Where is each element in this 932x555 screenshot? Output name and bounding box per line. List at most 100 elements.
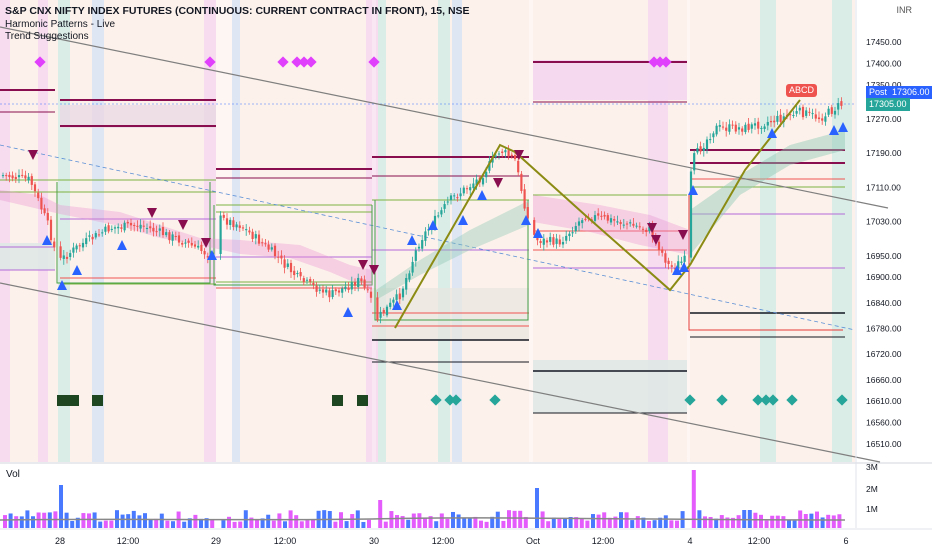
candle-body (107, 225, 110, 232)
candle-body (830, 107, 833, 114)
volume-bar (143, 513, 147, 528)
candle-body (558, 239, 561, 245)
candle-body (753, 123, 757, 126)
candle-body (763, 126, 766, 129)
volume-bar (518, 510, 523, 528)
buy-triangle (688, 185, 698, 195)
price-tick-label: 16720.00 (866, 349, 902, 359)
candle-body (222, 214, 225, 218)
candle-body (593, 215, 597, 221)
candle-body (155, 231, 158, 233)
bg-zone (438, 0, 450, 462)
candle-body (744, 124, 747, 133)
candle-body (433, 215, 437, 229)
candle-body (177, 235, 181, 243)
sell-triangle (514, 150, 524, 160)
time-tick-label: 12:00 (274, 536, 297, 546)
candle-body (321, 289, 325, 293)
candle-body (702, 147, 705, 151)
candle-body (469, 187, 472, 191)
candle-body (225, 218, 229, 225)
background-zones (0, 0, 855, 462)
candle-body (632, 223, 635, 226)
candle-body (638, 226, 641, 228)
volume-tick-label: 2M (866, 484, 878, 494)
volume-bar (507, 510, 511, 528)
teal-diamond (489, 394, 501, 406)
candle-body (187, 240, 190, 243)
candle-body (27, 176, 30, 181)
candle-body (136, 225, 139, 227)
volume-bar (8, 513, 13, 528)
volume-bar (344, 521, 349, 528)
candle-body (293, 270, 296, 276)
volume-bar (462, 517, 467, 528)
volume-bar (64, 512, 69, 528)
buy-triangle (533, 228, 543, 238)
volume-bar (557, 518, 562, 528)
candle-body (501, 151, 504, 153)
bg-zone (529, 0, 533, 462)
candle-body (661, 249, 664, 253)
candle-body (360, 278, 363, 282)
candle-body (46, 212, 49, 221)
signal-markers (28, 56, 848, 406)
time-tick-label: 12:00 (592, 536, 615, 546)
bg-zone (378, 0, 386, 462)
volume-bar (126, 514, 131, 528)
candle-body (206, 256, 209, 258)
volume-bar (70, 520, 75, 528)
candle-body (203, 250, 206, 255)
sell-triangle (678, 230, 688, 240)
candle-body (584, 218, 587, 220)
sell-triangle (147, 208, 157, 218)
candle-body (363, 279, 366, 288)
candle-body (555, 238, 558, 244)
volume-bar (193, 514, 198, 528)
green-square (357, 395, 368, 406)
buy-triangle (392, 300, 402, 310)
candle-body (331, 290, 334, 298)
candle-body (78, 245, 81, 247)
indicator-harmonic-label[interactable]: Harmonic Patterns - Live (5, 19, 116, 30)
volume-bar (809, 513, 814, 528)
indicator-trend-label[interactable]: Trend Suggestions (5, 31, 89, 42)
candle-body (645, 229, 648, 232)
candle-body (302, 278, 305, 283)
volume-bars (0, 462, 932, 528)
volume-bar (227, 516, 231, 528)
sell-triangle (201, 238, 211, 248)
candle-body (238, 225, 241, 228)
candle-body (798, 107, 801, 111)
candle-body (149, 226, 152, 229)
candle-body (270, 247, 273, 250)
candle-body (24, 175, 27, 179)
candle-body (334, 289, 337, 292)
candle-body (808, 111, 811, 113)
volume-bar (311, 519, 315, 528)
candle-body (449, 195, 453, 201)
candle-body (91, 236, 94, 240)
volume-bar (81, 513, 86, 528)
candle-body (613, 219, 616, 221)
volume-bar (159, 513, 164, 528)
candle-body (139, 224, 142, 229)
candle-body (462, 187, 465, 194)
buy-triangle (458, 215, 468, 225)
candle-body (248, 230, 251, 233)
candle-body (609, 218, 613, 223)
candle-body (741, 128, 744, 132)
abcd-leg (689, 99, 801, 266)
candle-body (795, 111, 798, 114)
candle-body (325, 289, 328, 293)
candle-body (465, 188, 469, 190)
candle-body (88, 235, 91, 237)
candle-body (648, 226, 651, 231)
candle-body (488, 161, 491, 171)
volume-bar (187, 518, 192, 528)
volume-bar (467, 517, 472, 528)
buy-triangle (428, 220, 438, 230)
volume-bar (574, 517, 579, 528)
